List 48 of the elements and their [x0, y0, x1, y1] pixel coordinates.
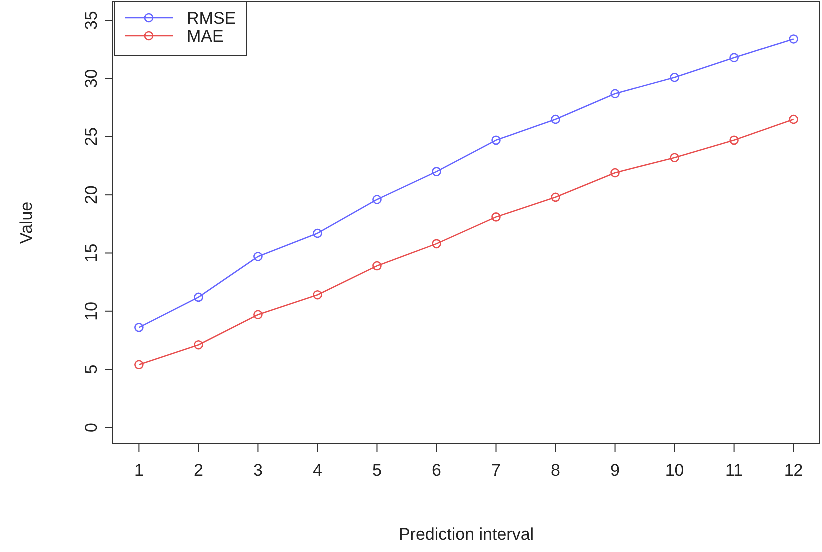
point [432, 167, 442, 176]
legend-label: MAE [187, 27, 224, 46]
y-tick-label: 25 [82, 127, 101, 146]
y-tick-label: 5 [82, 364, 101, 374]
point [551, 192, 560, 202]
point [670, 72, 680, 82]
x-axis-title: Prediction interval [398, 525, 534, 544]
point [610, 89, 620, 99]
x-tick-label: 8 [551, 461, 560, 480]
point [730, 53, 739, 62]
point [492, 212, 501, 222]
x-tick-label: 1 [134, 461, 144, 480]
x-tick-label: 3 [253, 461, 263, 480]
point [372, 261, 382, 271]
point [670, 153, 680, 163]
y-tick-label: 0 [82, 422, 101, 432]
x-tick-label: 7 [492, 461, 501, 480]
point [134, 323, 144, 332]
point [730, 136, 739, 146]
x-tick-label: 12 [784, 461, 804, 480]
y-tick-label: 35 [82, 11, 101, 30]
point [492, 136, 501, 146]
point [789, 34, 798, 44]
x-tick-label: 5 [372, 461, 382, 480]
y-tick-label: 15 [82, 244, 101, 263]
y-tick-label: 20 [82, 186, 101, 205]
point [134, 360, 144, 370]
y-axis-title: Value [17, 202, 36, 244]
x-tick-label: 10 [665, 461, 684, 480]
x-tick-label: 9 [610, 461, 620, 480]
point [610, 168, 620, 178]
point [194, 292, 204, 302]
point [254, 252, 263, 262]
point [551, 114, 560, 124]
point [789, 114, 798, 124]
x-tick-label: 6 [432, 461, 442, 480]
y-tick-label: 30 [82, 69, 101, 88]
point [313, 228, 322, 238]
x-tick-label: 4 [312, 461, 322, 480]
point [432, 239, 442, 249]
point [254, 310, 263, 320]
point [194, 340, 204, 350]
y-tick-label: 10 [82, 302, 101, 321]
legend-label: RMSE [187, 9, 236, 28]
x-tick-label: 2 [194, 461, 204, 480]
point [372, 195, 382, 204]
x-tick-label: 11 [725, 461, 744, 480]
point [313, 290, 322, 300]
